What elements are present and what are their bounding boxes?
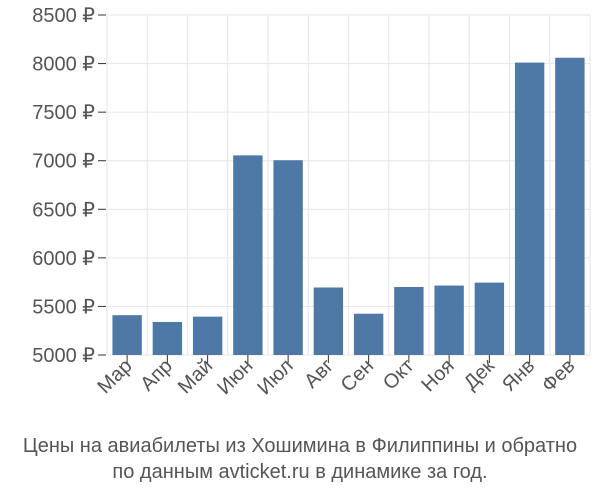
- bars: [112, 57, 585, 355]
- caption-line-2: по данным avticket.ru в динамике за год.: [112, 461, 488, 483]
- x-tick-label: Фев: [538, 355, 580, 397]
- x-tick-label: Апр: [136, 355, 177, 396]
- x-tick-label: Янв: [498, 355, 539, 396]
- y-tick-label: 6500 ₽: [32, 199, 95, 221]
- chart-caption: Цены на авиабилеты из Хошимина в Филиппи…: [0, 433, 600, 485]
- x-tick-label: Май: [174, 355, 217, 398]
- x-tick-label: Сен: [337, 355, 378, 396]
- x-tick-label: Июл: [253, 355, 297, 399]
- x-tick-label: Окт: [379, 355, 418, 394]
- x-tick-label: Мар: [93, 355, 136, 398]
- y-tick-label: 7500 ₽: [32, 102, 95, 124]
- y-tick-label: 6000 ₽: [32, 248, 95, 270]
- x-tick-label: Авг: [300, 355, 338, 393]
- y-tick-label: 5500 ₽: [32, 296, 95, 318]
- bar: [434, 285, 464, 355]
- bar: [353, 313, 384, 355]
- bar: [192, 316, 223, 355]
- caption-line-1: Цены на авиабилеты из Хошимина в Филиппи…: [22, 435, 578, 457]
- bar: [555, 57, 585, 355]
- grid-lines: [106, 14, 591, 356]
- x-tick-label: Ноя: [417, 355, 458, 396]
- bar: [152, 321, 183, 355]
- bar: [474, 282, 505, 355]
- x-tick-label: Июн: [213, 355, 257, 399]
- bar: [233, 155, 263, 355]
- bar: [112, 315, 142, 355]
- y-tick-label: 8500 ₽: [32, 5, 95, 27]
- x-tick-label: Дек: [460, 355, 499, 394]
- bar: [394, 287, 424, 355]
- y-tick-label: 8000 ₽: [32, 54, 95, 76]
- y-tick-label: 7000 ₽: [32, 151, 95, 173]
- price-bar-chart: 5000 ₽ 5500 ₽ 6000 ₽ 6500 ₽ 7000 ₽ 7500 ₽ 8000…: [32, 5, 591, 399]
- bar: [514, 62, 545, 355]
- y-tick-label: 5000 ₽: [32, 345, 95, 367]
- y-axis-ticks: 5000 ₽ 5500 ₽ 6000 ₽ 6500 ₽ 7000 ₽ 7500 ₽ 8000…: [32, 5, 106, 367]
- bar: [273, 160, 303, 355]
- bar: [313, 287, 344, 355]
